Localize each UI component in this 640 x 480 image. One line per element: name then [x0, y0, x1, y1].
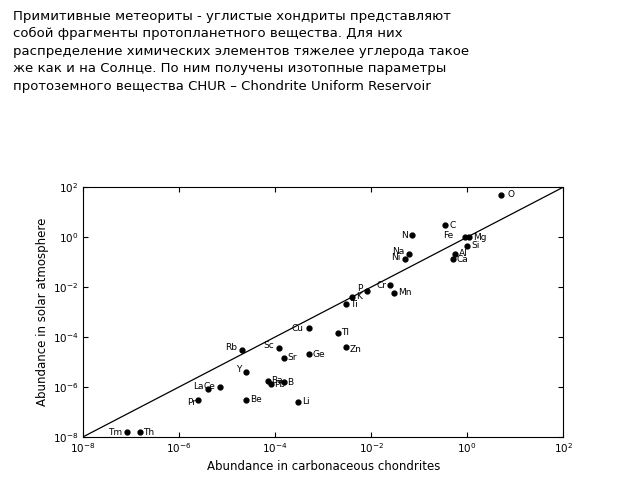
- Text: Cu: Cu: [292, 324, 304, 333]
- Text: N: N: [401, 231, 408, 240]
- Text: La: La: [193, 382, 204, 391]
- Text: Mn: Mn: [398, 288, 412, 297]
- Text: Ni: Ni: [392, 253, 401, 262]
- Text: Zn: Zn: [350, 345, 362, 354]
- Text: Mg: Mg: [473, 233, 486, 241]
- Text: Al: Al: [459, 249, 467, 258]
- Text: Ba: Ba: [271, 376, 284, 385]
- Text: Tl: Tl: [342, 328, 349, 337]
- Y-axis label: Abundance in solar atmosphere: Abundance in solar atmosphere: [36, 218, 49, 406]
- Text: O: O: [508, 190, 515, 199]
- Text: Pr: Pr: [187, 398, 196, 408]
- Text: Tm: Tm: [108, 428, 122, 437]
- Text: B: B: [287, 378, 294, 387]
- Text: Si: Si: [471, 241, 479, 250]
- Text: Sr: Sr: [287, 353, 297, 362]
- Text: P: P: [357, 284, 363, 293]
- Text: K: K: [356, 292, 362, 301]
- Text: Sc: Sc: [264, 341, 274, 350]
- Text: Ce: Ce: [203, 383, 215, 391]
- Text: Th: Th: [143, 428, 155, 437]
- X-axis label: Abundance in carbonaceous chondrites: Abundance in carbonaceous chondrites: [207, 460, 440, 473]
- Text: Be: Be: [250, 396, 262, 405]
- Text: Fe: Fe: [443, 230, 453, 240]
- Text: Cr: Cr: [376, 281, 387, 289]
- Text: C: C: [449, 221, 456, 230]
- Text: Примитивные метеориты - углистые хондриты представляют
собой фрагменты протоплан: Примитивные метеориты - углистые хондрит…: [13, 10, 469, 93]
- Text: Li: Li: [302, 397, 310, 407]
- Text: Na: Na: [392, 247, 404, 255]
- Text: Rb: Rb: [225, 343, 237, 352]
- Text: Ge: Ge: [312, 350, 325, 359]
- Text: Pb: Pb: [275, 380, 285, 388]
- Text: Ca: Ca: [456, 255, 468, 264]
- Text: Ti: Ti: [350, 300, 358, 309]
- Text: Y: Y: [236, 365, 241, 374]
